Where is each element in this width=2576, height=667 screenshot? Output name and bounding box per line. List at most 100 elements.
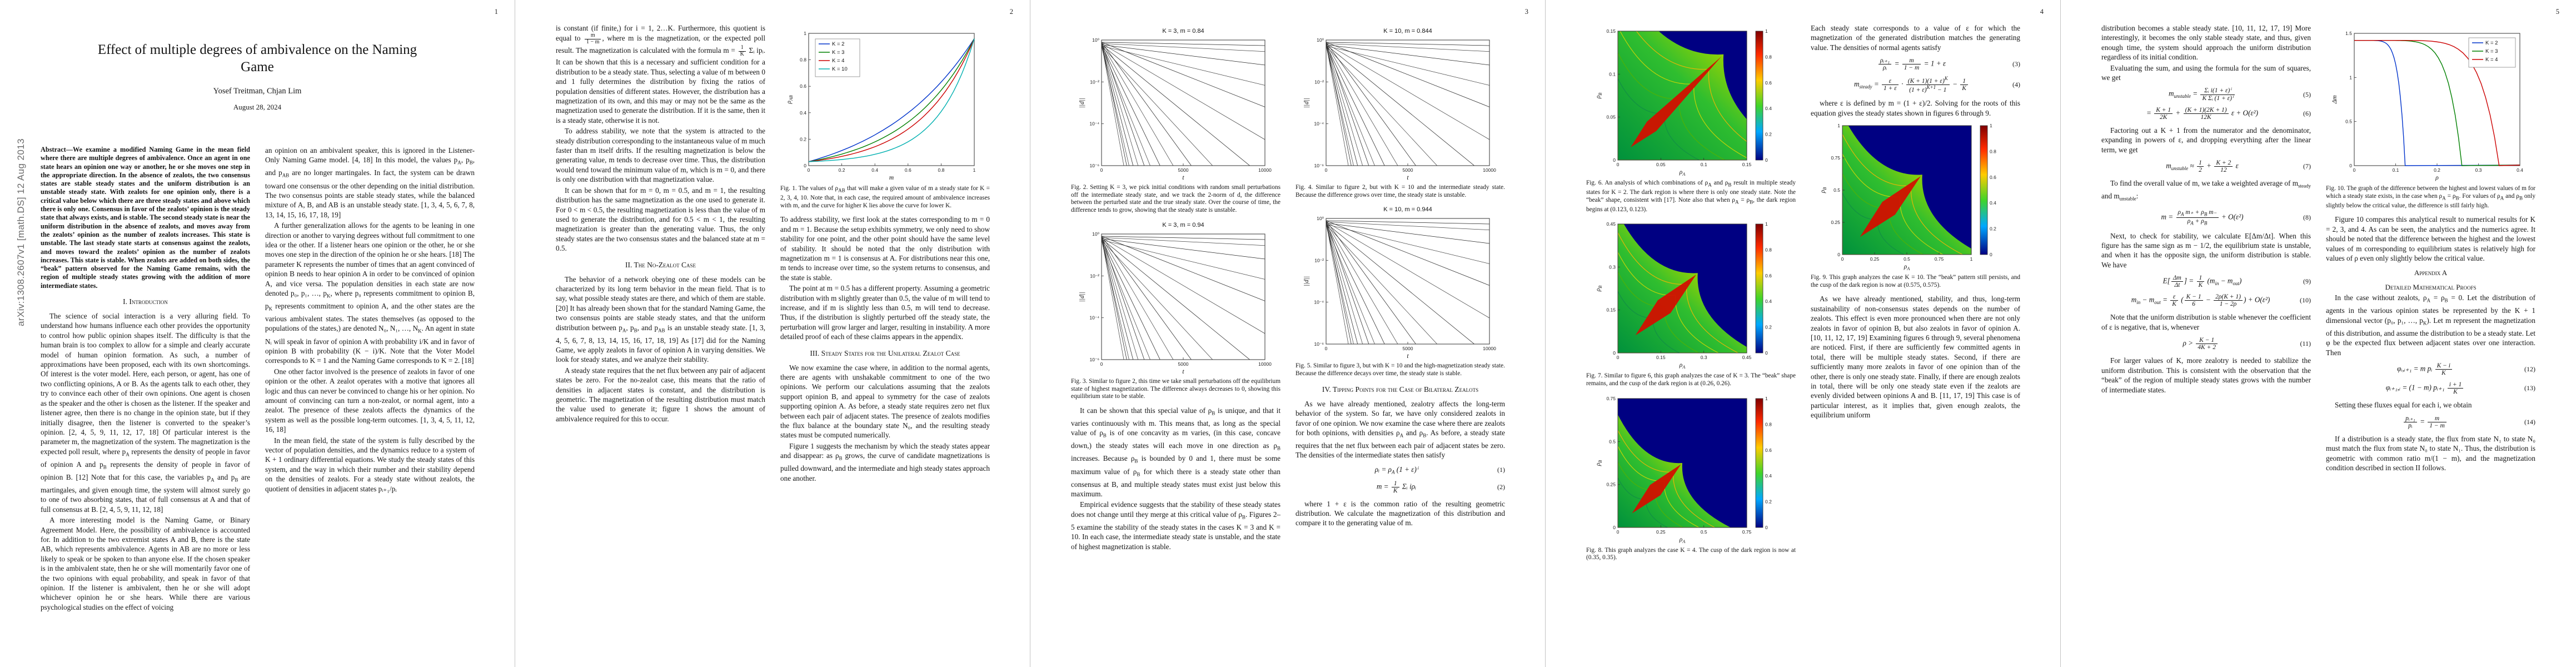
svg-text:0: 0 [1990,252,1992,257]
svg-text:0.25: 0.25 [1831,220,1840,225]
figure-caption: Fig. 3. Similar to figure 2, this time w… [1071,377,1280,400]
svg-text:10⁻²: 10⁻² [1090,273,1099,278]
paragraph: where 1 + ε is the common ratio of the r… [1296,499,1505,527]
paragraph: A further generalization allows for the … [265,221,475,365]
svg-text:0.15: 0.15 [1606,307,1616,313]
svg-text:10⁰: 10⁰ [1317,37,1324,43]
paragraph: It can be shown that this special value … [1071,406,1280,498]
svg-text:0.2: 0.2 [800,136,806,142]
column-left: K = 3, m = 0.84 0 5000 10000 10⁻⁶ 10⁻⁴ 10⁻² 10⁰… [1071,23,1280,638]
svg-text:||d||: ||d|| [1303,98,1310,108]
svg-text:0.3: 0.3 [2475,167,2482,173]
paragraph: If a distribution is a steady state, the… [2326,434,2535,472]
column-right: K = 10, m = 0.844 0 5000 10000 10⁻⁶ 10⁻⁴ 10⁻² 1… [1296,23,1505,638]
columns: 0 0.05 0.1 0.15 0 0.05 0.1 0.15 ρA ρB 1 0.8 0.6 0.4 0.… [1586,23,2020,638]
svg-text:0.5: 0.5 [2345,119,2352,125]
svg-text:0.25: 0.25 [1870,256,1879,262]
svg-text:0.4: 0.4 [871,167,878,173]
paragraph: We now examine the case where, in additi… [780,363,990,440]
svg-text:ρA: ρA [1678,536,1685,544]
columns: Abstract—We examine a modified Naming Ga… [41,146,475,636]
column-left: distribution becomes a stable steady sta… [2101,23,2311,638]
fig10-plot: 0 0.1 0.2 0.3 0.4 0 0.5 1 1.5 ρ Δm K = 2 K = 3 K = 4 [2331,31,2523,181]
figure-6: 0 0.05 0.1 0.15 0 0.05 0.1 0.15 ρA ρB 1 0.8 0.6 0.4 0.… [1586,26,1796,213]
svg-text:0.4: 0.4 [2517,167,2523,173]
figure-2: K = 3, m = 0.84 0 5000 10000 10⁻⁶ 10⁻⁴ 10⁻² 10⁰… [1071,26,1280,215]
svg-text:ρ: ρ [2435,175,2439,181]
figure-1: 0 0.2 0.4 0.6 0.8 1 0 0.2 0.4 0.6 0.8 1 m ρAB K = 2 K =… [780,26,990,210]
svg-text:0.8: 0.8 [1765,54,1772,59]
svg-text:K = 2: K = 2 [832,41,844,47]
svg-text:0.2: 0.2 [1765,132,1772,137]
svg-text:K = 3: K = 3 [2485,48,2498,54]
svg-text:0.2: 0.2 [2434,167,2440,173]
column-left: is constant (if finite,) for i = 1, 2…K.… [556,23,765,638]
svg-text:1: 1 [1837,123,1840,128]
paper-date: August 28, 2024 [233,103,282,111]
equation-number: (14) [2524,417,2535,426]
svg-text:0: 0 [1613,525,1616,530]
fig3-plot: K = 3, m = 0.94 0 5000 10000 10⁻⁶ 10⁻⁴ 10⁻² 10⁰… [1079,222,1272,375]
svg-text:0: 0 [1841,256,1843,262]
svg-text:1: 1 [1990,123,1992,128]
svg-text:0: 0 [1616,162,1619,167]
section-heading: III. Steady States for the Unilateral Ze… [810,349,960,357]
svg-text:1: 1 [804,31,806,36]
figure-caption: Fig. 1. The values of ρAB that will make… [780,185,990,209]
paragraph: Empirical evidence suggests that the sta… [1071,500,1280,551]
svg-text:0.4: 0.4 [1765,473,1772,479]
svg-text:10000: 10000 [1483,346,1496,351]
equation: m = ρA m₊ + ρB m₋ ρA + ρB + O(ε²) (8) [2101,209,2311,226]
paragraph: distribution becomes a stable steady sta… [2101,24,2311,62]
figure-3: K = 3, m = 0.94 0 5000 10000 10⁻⁶ 10⁻⁴ 10⁻² 10⁰… [1071,220,1280,401]
svg-text:0: 0 [1765,157,1768,163]
svg-text:1.5: 1.5 [2345,31,2352,36]
svg-text:10⁻⁴: 10⁻⁴ [1314,121,1324,127]
svg-text:0.15: 0.15 [1606,28,1616,34]
paragraph: is constant (if finite,) for i = 1, 2…K.… [556,24,765,125]
svg-text:0.6: 0.6 [904,167,911,173]
svg-text:0: 0 [1613,157,1616,163]
figure-9: 0 0.25 0.5 0.75 1 0 0.25 0.5 0.75 1 ρA ρB 1 0.8 0.6 0.4… [1811,120,2020,289]
paragraph: Factoring out a K + 1 from the numerator… [2101,126,2311,154]
svg-text:0.6: 0.6 [1765,447,1772,453]
svg-text:0.8: 0.8 [1765,247,1772,253]
svg-text:0.25: 0.25 [1606,481,1616,487]
svg-text:||d||: ||d|| [1303,276,1310,286]
svg-text:ρA: ρA [1678,169,1685,177]
svg-text:ρA: ρA [1678,362,1685,370]
figure-7: 0 0.15 0.3 0.45 0 0.15 0.3 0.45 ρA ρB 1 0.8 0.6 0.4 0.… [1586,218,1796,387]
svg-text:10000: 10000 [1258,361,1272,367]
paragraph: Setting these fluxes equal for each i, w… [2335,401,2472,410]
equation-number: (9) [2303,277,2311,286]
page-4: 4 0 0.05 0.1 0.15 0 0.05 0.1 0.15 ρA ρB 1 0.8 0.6 0.4… [1546,0,2061,667]
svg-text:||d||: ||d|| [1079,292,1085,302]
svg-text:0.1: 0.1 [2392,167,2399,173]
figure-10: 0 0.1 0.2 0.3 0.4 0 0.5 1 1.5 ρ Δm K = 2 K = 3 K = 4 F… [2326,26,2535,210]
svg-text:10⁻⁶: 10⁻⁶ [1089,357,1099,362]
svg-text:10000: 10000 [1483,167,1496,173]
fig4-plot: K = 10, m = 0.844 0 5000 10000 10⁻⁶ 10⁻⁴ 10⁻² 1… [1303,28,1496,181]
paragraph: Each steady state corresponds to a value… [1811,24,2020,52]
equation: = K + 1 2K + (K + 1)(2K + 1) 12K ε + O(ε²)… [2101,107,2311,121]
svg-text:0.45: 0.45 [1742,355,1751,360]
svg-text:0.1: 0.1 [1700,162,1707,167]
page-number: 5 [2555,8,2559,16]
svg-text:m: m [889,175,893,181]
svg-text:0: 0 [2353,167,2355,173]
svg-text:1: 1 [1765,221,1768,227]
fig1-plot: 0 0.2 0.4 0.6 0.8 1 0 0.2 0.4 0.6 0.8 1 m ρAB K = 2 K =… [786,31,976,181]
paragraph: In the case without zealots, ρA = ρB = 0… [2326,293,2535,357]
svg-text:0.6: 0.6 [800,83,806,89]
svg-text:K = 10, m = 0.844: K = 10, m = 0.844 [1383,28,1432,34]
svg-text:0.3: 0.3 [1700,355,1707,360]
svg-text:10⁻²: 10⁻² [1314,258,1324,263]
equation: munstable = Σᵢ i(1 + ε)ⁱ K Σᵢ (1 + ε)ⁱ (5) [2101,87,2311,101]
svg-text:0.75: 0.75 [1606,396,1616,401]
svg-text:10⁻⁶: 10⁻⁶ [1314,341,1323,347]
